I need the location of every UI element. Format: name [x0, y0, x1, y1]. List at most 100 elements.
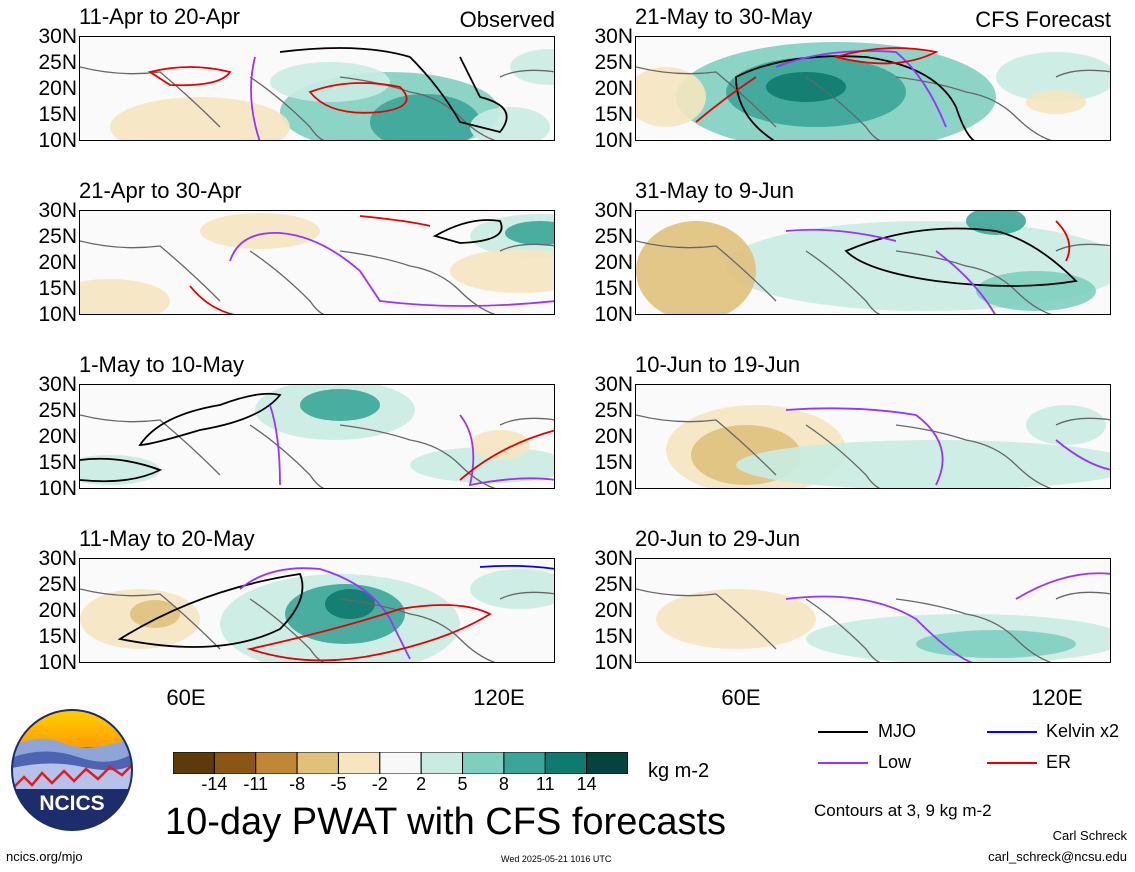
- y-tick-label: 20N: [594, 425, 633, 448]
- coastline: [80, 588, 554, 662]
- colorbar: [173, 752, 628, 774]
- wave-contour: [117, 573, 304, 648]
- panel-title: 21-Apr to 30-Apr: [79, 178, 242, 203]
- y-tick-label: 25N: [38, 573, 77, 596]
- legend-line-mjo: [818, 731, 868, 733]
- wave-contour: [308, 82, 408, 114]
- pwat-anomaly-blob: [450, 249, 554, 293]
- colorbar-tick-label: 11: [535, 774, 555, 794]
- chart-title: 10-day PWAT with CFS forecasts: [165, 801, 727, 843]
- wave-contour: [359, 215, 431, 227]
- wave-contour: [1015, 572, 1110, 600]
- coastline: [636, 66, 1110, 140]
- pwat-anomaly-blob: [270, 62, 390, 102]
- colorbar-swatch: [379, 752, 422, 774]
- y-tick-label: 20N: [38, 425, 77, 448]
- pwat-anomaly-blob: [1026, 405, 1106, 445]
- y-tick-label: 20N: [594, 77, 633, 100]
- pwat-anomaly-blob: [470, 430, 530, 460]
- y-tick-label: 10N: [594, 303, 633, 326]
- coastline: [636, 588, 1110, 662]
- colorbar-swatch: [544, 752, 588, 774]
- site-link[interactable]: ncics.org/mjo: [6, 849, 83, 864]
- wave-contour: [832, 47, 939, 65]
- pwat-anomaly-blob: [976, 271, 1096, 311]
- y-tick-label: 25N: [38, 399, 77, 422]
- pwat-anomaly-blob: [370, 94, 480, 140]
- wave-contour: [459, 429, 554, 481]
- panel-map: [80, 564, 554, 662]
- colorbar-tick-label: -2: [371, 774, 388, 794]
- wave-contour: [785, 407, 944, 486]
- contour-note: Contours at 3, 9 kg m-2: [814, 801, 992, 820]
- colorbar-tick-label: 8: [498, 774, 509, 794]
- colorbar-tick-label: -14: [201, 774, 228, 794]
- coastline: [636, 240, 1110, 314]
- y-tick-label: 15N: [594, 451, 633, 474]
- y-tick-label: 30N: [594, 547, 633, 570]
- pwat-anomaly-blob: [510, 49, 554, 85]
- y-tick-label: 20N: [38, 599, 77, 622]
- legend-label-er: ER: [1046, 752, 1072, 772]
- wave-contour: [935, 250, 996, 314]
- panel-title: 20-Jun to 29-Jun: [635, 526, 801, 551]
- wave-contour: [138, 392, 282, 446]
- wave-contour: [246, 604, 492, 662]
- ncics-logo: NCICS: [11, 709, 133, 831]
- pwat-anomaly-blob: [470, 569, 554, 609]
- pwat-anomaly-blob: [130, 600, 180, 628]
- legend-label-low: Low: [878, 752, 912, 772]
- map-panel: [635, 36, 1111, 141]
- panel-map: [636, 405, 1110, 488]
- y-tick-label: 15N: [38, 103, 77, 126]
- wave-contour: [459, 414, 554, 487]
- colorbar-swatch: [296, 752, 339, 774]
- wave-contour: [239, 567, 411, 660]
- y-tick-label: 15N: [594, 103, 633, 126]
- x-tick-label: 60E: [166, 685, 206, 710]
- y-tick-label: 15N: [38, 277, 77, 300]
- wave-contour: [479, 564, 554, 570]
- y-tick-label: 25N: [594, 225, 633, 248]
- map-panel: [635, 384, 1111, 489]
- colorbar-tick-label: 2: [416, 774, 427, 794]
- panel-title: 21-May to 30-May: [635, 4, 813, 29]
- wave-contour: [844, 227, 1078, 287]
- panel-map: [636, 211, 1110, 314]
- y-tick-label: 10N: [38, 303, 77, 326]
- y-tick-label: 30N: [594, 199, 633, 222]
- colorbar-swatch: [586, 752, 628, 774]
- wave-contour: [785, 595, 973, 662]
- wave-contour: [695, 76, 757, 123]
- y-tick-label: 15N: [38, 451, 77, 474]
- wave-contour: [269, 404, 281, 486]
- author-email: carl_schreck@ncsu.edu: [988, 849, 1127, 864]
- coastline: [80, 414, 554, 488]
- pwat-anomaly-blob: [325, 589, 375, 619]
- x-tick-label: 120E: [1031, 685, 1083, 710]
- logo-text: NCICS: [39, 792, 104, 815]
- panel-title: 11-May to 20-May: [79, 526, 255, 551]
- colorbar-tick-label: -11: [243, 774, 269, 794]
- y-tick-label: 15N: [38, 625, 77, 648]
- x-tick-label: 60E: [721, 685, 761, 710]
- coastline: [80, 66, 554, 140]
- pwat-anomaly-blob: [736, 440, 1110, 488]
- panel-map: [636, 42, 1110, 140]
- map-panel: [635, 210, 1111, 315]
- wave-contour: [785, 228, 897, 242]
- y-tick-label: 10N: [38, 129, 77, 152]
- wave-contour: [80, 457, 163, 483]
- colorbar-swatch: [503, 752, 546, 774]
- map-panel: [79, 384, 555, 489]
- colorbar-tick-label: 5: [457, 774, 468, 794]
- colorbar-swatch: [213, 752, 257, 774]
- panel-tag: Observed: [459, 7, 555, 32]
- pwat-anomaly-blob: [505, 221, 554, 245]
- y-tick-label: 25N: [38, 51, 77, 74]
- panel-title: 1-May to 10-May: [79, 352, 245, 377]
- pwat-anomaly-blob: [636, 221, 756, 314]
- pwat-anomaly-blob: [996, 52, 1110, 102]
- pwat-anomaly-blob: [300, 389, 380, 421]
- panel-map: [636, 572, 1110, 662]
